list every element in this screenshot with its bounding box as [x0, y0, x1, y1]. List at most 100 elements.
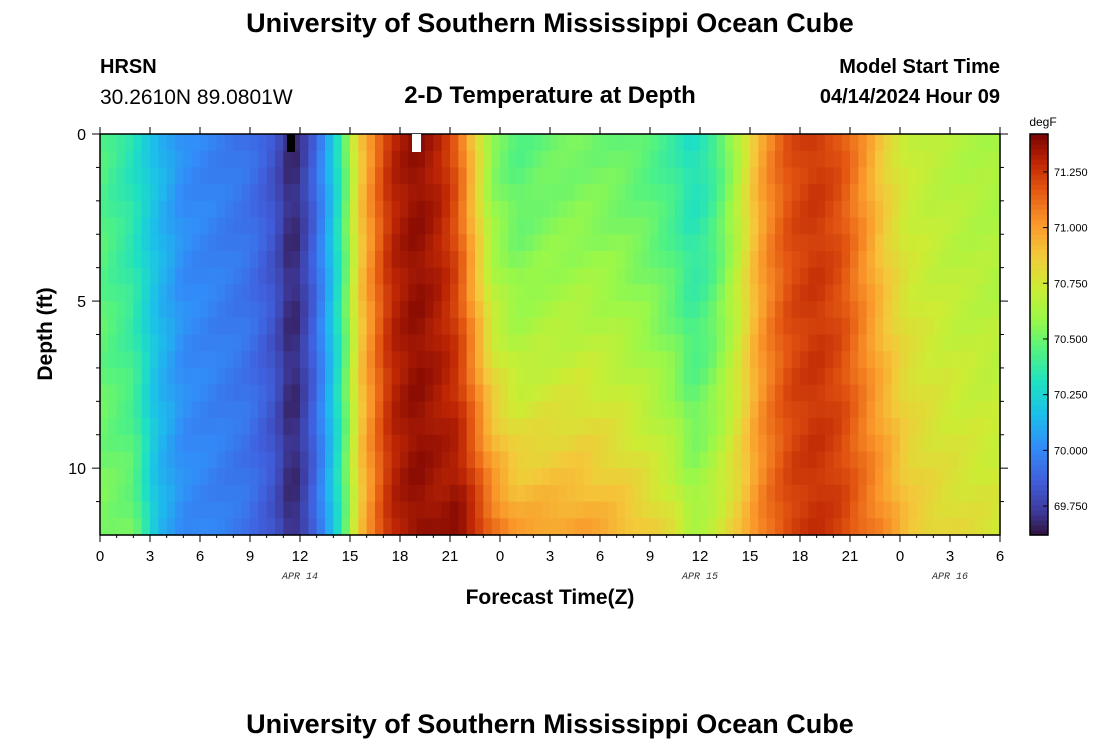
- heatmap-cell: [800, 250, 809, 269]
- heatmap-cell: [791, 518, 801, 536]
- heatmap-cell: [891, 301, 901, 319]
- heatmap-cell: [858, 267, 868, 285]
- heatmap-cell: [875, 451, 884, 469]
- heatmap-cells: [100, 134, 1001, 536]
- heatmap-cell: [408, 334, 418, 352]
- heatmap-cell: [875, 468, 884, 486]
- heatmap-cell: [108, 301, 118, 319]
- heatmap-cell: [150, 501, 159, 519]
- heatmap-cell: [916, 484, 926, 503]
- heatmap-cell: [566, 301, 576, 319]
- heatmap-cell: [916, 200, 926, 219]
- heatmap-cell: [308, 351, 318, 369]
- heatmap-cell: [800, 484, 809, 503]
- heatmap-cell: [750, 217, 759, 235]
- heatmap-cell: [191, 384, 201, 402]
- heatmap-cell: [433, 484, 443, 503]
- heatmap-cell: [550, 200, 559, 219]
- heatmap-cell: [691, 184, 701, 202]
- heatmap-cell: [416, 468, 426, 486]
- heatmap-cell: [100, 334, 109, 352]
- colorbar-tick-label: 71.000: [1054, 223, 1088, 235]
- heatmap-cell: [191, 317, 201, 336]
- heatmap-cell: [608, 184, 618, 202]
- heatmap-cell: [358, 367, 368, 386]
- heatmap-cell: [291, 234, 301, 252]
- colorbar-segment: [1030, 249, 1048, 255]
- heatmap-cell: [391, 351, 401, 369]
- heatmap-cell: [200, 267, 209, 285]
- heatmap-cell: [341, 200, 351, 219]
- heatmap-cell: [791, 401, 801, 419]
- heatmap-cell: [575, 267, 584, 285]
- heatmap-cell: [408, 150, 418, 169]
- heatmap-cell: [675, 200, 684, 219]
- heatmap-cell: [225, 150, 234, 169]
- heatmap-cell: [100, 401, 109, 419]
- heatmap-cell: [500, 334, 509, 352]
- heatmap-cell: [225, 418, 234, 436]
- heatmap-cell: [600, 267, 609, 285]
- heatmap-cell: [241, 267, 251, 285]
- heatmap-cell: [600, 184, 609, 202]
- heatmap-cell: [983, 501, 993, 519]
- heatmap-cell: [691, 150, 701, 169]
- heatmap-cell: [525, 501, 534, 519]
- heatmap-cell: [241, 334, 251, 352]
- heatmap-cell: [175, 351, 184, 369]
- heatmap-cell: [958, 434, 968, 453]
- heatmap-cell: [925, 351, 934, 369]
- heatmap-cell: [208, 167, 218, 185]
- heatmap-cell: [558, 234, 568, 252]
- heatmap-cell: [125, 451, 134, 469]
- heatmap-cell: [250, 451, 259, 469]
- heatmap-cell: [350, 234, 359, 252]
- heatmap-cell: [600, 501, 609, 519]
- heatmap-cell: [191, 167, 201, 185]
- heatmap-cell: [425, 518, 434, 536]
- heatmap-cell: [466, 134, 476, 152]
- heatmap-cell: [450, 200, 459, 219]
- colorbar-segment: [1030, 309, 1048, 316]
- heatmap-cell: [441, 434, 451, 453]
- heatmap-cell: [116, 468, 126, 486]
- heatmap-cell: [225, 134, 234, 152]
- heatmap-cell: [633, 401, 643, 419]
- heatmap-cell: [583, 284, 593, 302]
- heatmap-cell: [575, 418, 584, 436]
- heatmap-cell: [700, 434, 709, 453]
- heatmap-cell: [716, 184, 726, 202]
- heatmap-cell: [908, 200, 918, 219]
- heatmap-cell: [225, 284, 234, 302]
- heatmap-cell: [850, 134, 859, 152]
- heatmap-cell: [975, 518, 984, 536]
- heatmap-cell: [466, 418, 476, 436]
- colorbar-segment: [1030, 439, 1048, 446]
- heatmap-cell: [241, 217, 251, 235]
- heatmap-cell: [441, 334, 451, 352]
- heatmap-cell: [583, 367, 593, 386]
- heatmap-cell: [808, 234, 818, 252]
- heatmap-cell: [408, 301, 418, 319]
- heatmap-cell: [933, 518, 943, 536]
- heatmap-cell: [108, 501, 118, 519]
- heatmap-cell: [141, 184, 151, 202]
- heatmap-cell: [525, 384, 534, 402]
- heatmap-cell: [308, 384, 318, 402]
- heatmap-cell: [616, 250, 626, 269]
- heatmap-cell: [966, 367, 976, 386]
- heatmap-cell: [925, 451, 934, 469]
- heatmap-cell: [991, 134, 1001, 152]
- heatmap-cell: [733, 234, 743, 252]
- heatmap-cell: [716, 217, 726, 235]
- heatmap-cell: [900, 434, 909, 453]
- heatmap-cell: [641, 184, 651, 202]
- heatmap-cell: [233, 184, 243, 202]
- heatmap-cell: [691, 351, 701, 369]
- heatmap-cell: [208, 518, 218, 536]
- heatmap-cell: [783, 217, 793, 235]
- heatmap-cell: [616, 401, 626, 419]
- heatmap-cell: [200, 317, 209, 336]
